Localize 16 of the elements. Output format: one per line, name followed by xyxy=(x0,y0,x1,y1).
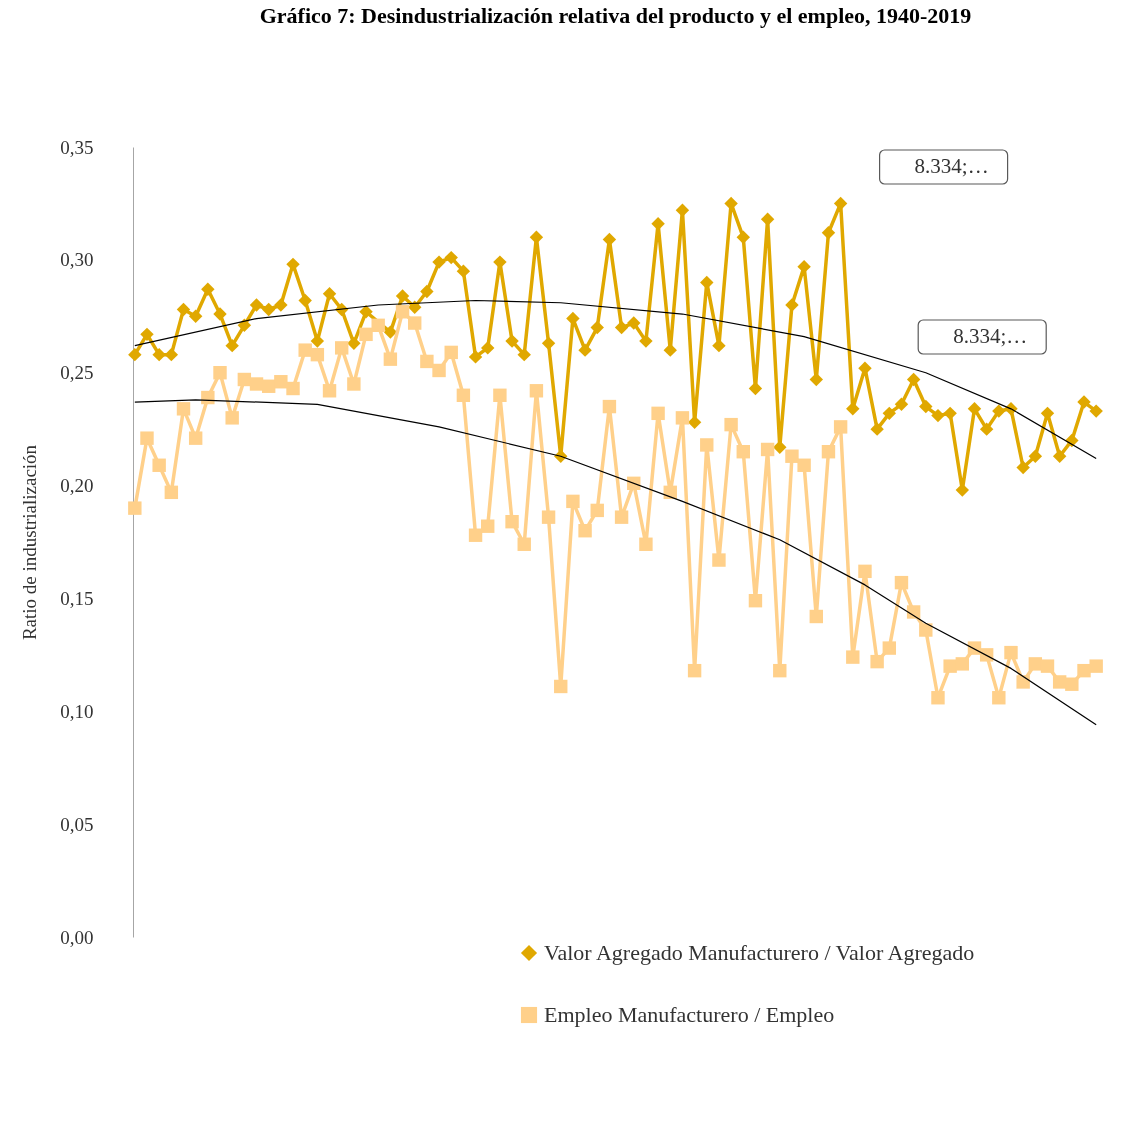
y-tick-label: 0,20 xyxy=(60,475,94,497)
y-tick-label: 0,10 xyxy=(60,700,94,722)
y-tick-label: 0,30 xyxy=(60,249,94,271)
y-tick-label: 0,00 xyxy=(60,926,94,948)
y-tick-label: 0,15 xyxy=(60,587,94,609)
y-tick-label: 0,25 xyxy=(60,362,94,384)
legend-label: Valor Agregado Manufacturero / Valor Agregado xyxy=(544,940,975,965)
legend-label: Empleo Manufacturero / Empleo xyxy=(544,1002,835,1027)
chart-title: Gráfico 7: Desindustrialización relativa del producto y el empleo, 1940-2019 xyxy=(259,3,972,28)
y-axis-title: Ratio de industrialización xyxy=(19,444,41,641)
annotation: 8.334;… xyxy=(914,154,989,178)
line-series xyxy=(134,299,1097,460)
line-series xyxy=(134,399,1097,726)
y-tick-label: 0,05 xyxy=(60,813,94,835)
y-tick-label: 0,35 xyxy=(60,136,94,158)
annotation: 8.334;… xyxy=(953,324,1028,348)
